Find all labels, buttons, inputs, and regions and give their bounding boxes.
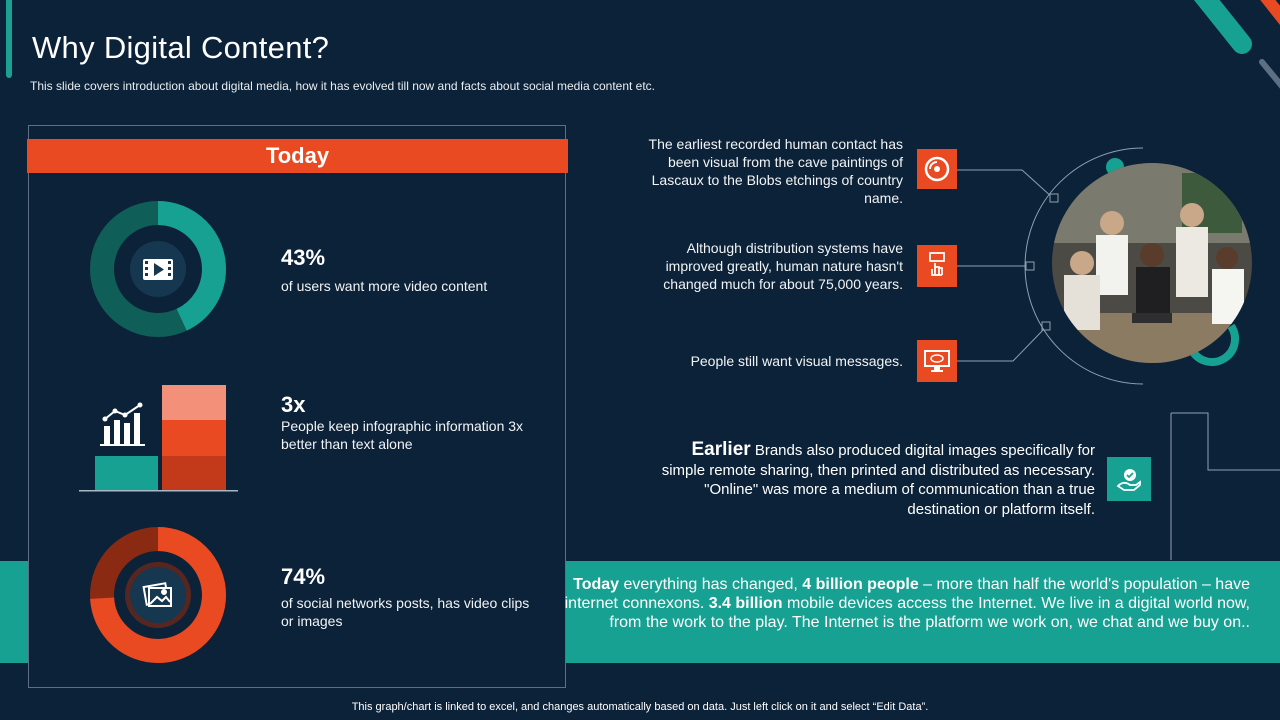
page-title: Why Digital Content? (32, 30, 330, 65)
stat-description: People keep infographic information 3x b… (281, 418, 524, 452)
infographic-bar-segment (162, 456, 226, 491)
today-summary-highlight: 4 billion people (802, 576, 919, 593)
hand-badge-icon (1107, 457, 1151, 501)
today-banner: Today (27, 139, 568, 173)
fact-text: Although distribution systems have impro… (663, 240, 903, 292)
today-summary-text: – more than half the world's population … (564, 576, 1250, 612)
infographic-bars (79, 385, 238, 492)
today-summary-text: mobile devices access the Internet. We l… (609, 595, 1250, 631)
infographic-bar-segment (162, 420, 226, 456)
today-summary-highlight: 3.4 billion (708, 595, 783, 612)
fact-text: The earliest recorded human contact has … (648, 136, 903, 206)
stat-value: 3x (281, 392, 306, 417)
today-summary-lead: Today (573, 576, 620, 593)
accent-bar (6, 0, 12, 78)
connector-lines (957, 147, 1280, 560)
earlier-heading: Earlier (691, 439, 751, 460)
image-icon (142, 582, 172, 607)
stat-description: of social networks posts, has video clip… (281, 595, 530, 629)
infographic-bar-segment (162, 385, 226, 420)
team-photo (1052, 163, 1252, 363)
stat-value: 74% (281, 564, 326, 589)
text-retention-bar (95, 456, 158, 491)
footnote: This graph/chart is linked to excel, and… (351, 701, 929, 713)
stat-value: 43% (281, 245, 326, 270)
donut-value-arc (90, 527, 226, 663)
video-donut-chart (90, 201, 226, 337)
film-icon (143, 259, 173, 280)
page-subtitle: This slide covers introduction about dig… (30, 79, 656, 93)
bar-chart-icon (100, 402, 145, 446)
today-summary: Today everything has changed, 4 billion … (550, 575, 1250, 632)
earlier-body: Brands also produced digital images spec… (661, 442, 1095, 518)
today-summary-text: everything has changed, (619, 576, 803, 593)
disc-icon (917, 149, 957, 189)
donut-value-arc (90, 201, 226, 337)
fact-text: People still want visual messages. (690, 353, 903, 369)
earlier-paragraph: Earlier Brands also produced digital ima… (655, 440, 1095, 519)
baseline (79, 490, 238, 492)
stat-description: of users want more video content (281, 278, 488, 294)
social-donut-chart (90, 527, 226, 663)
corner-decoration (1194, 0, 1280, 89)
monitor-icon (917, 340, 957, 382)
hand-pointer-icon (917, 245, 957, 287)
